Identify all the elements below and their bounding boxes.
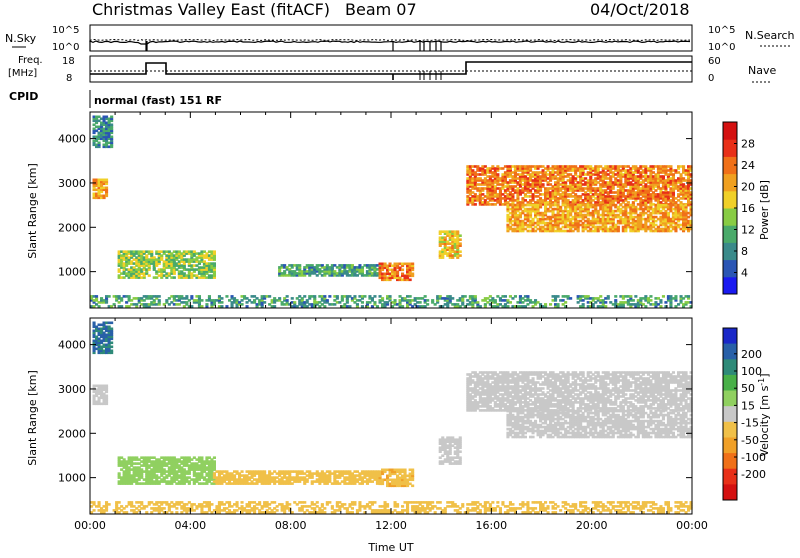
power-colorbar-swatch-3 — [723, 225, 737, 243]
power-colorbar-label: Power [dB] — [758, 180, 771, 240]
velocity-echo-region-5 — [439, 436, 462, 465]
date-label: 04/Oct/2018 — [590, 0, 690, 19]
velocity-echo-region-1 — [93, 322, 114, 355]
cpid-text: normal (fast) 151 RF — [94, 94, 222, 107]
velocity-colorbar-tick-4: -15 — [741, 417, 759, 430]
power-colorbar-swatch-8 — [723, 139, 737, 157]
power-echo-region-1 — [93, 116, 114, 149]
nave-label: Nave — [748, 64, 776, 77]
power-colorbar-swatch-1 — [723, 260, 737, 278]
velocity-colorbar-tick-5: -50 — [741, 434, 759, 447]
velocity-ytick-label-2: 3000 — [58, 383, 86, 396]
velocity-echo-region-3 — [213, 470, 382, 485]
velocity-colorbar-tick-7: -200 — [741, 468, 766, 481]
cpid-label: CPID — [9, 90, 38, 103]
noise-tick-bottom-left: 10^0 — [52, 42, 79, 53]
power-echo-region-6 — [466, 165, 692, 206]
power-ytick-label-2: 3000 — [58, 177, 86, 190]
noise-tick-top-right: 10^5 — [708, 25, 735, 36]
power-colorbar-swatch-4 — [723, 208, 737, 226]
nsky-trace — [90, 41, 690, 44]
velocity-colorbar-swatch-0 — [723, 328, 737, 344]
velocity-xtick-label-4: 16:00 — [475, 519, 507, 532]
velocity-xtick-label-2: 08:00 — [275, 519, 307, 532]
power-ytick-label-1: 2000 — [58, 221, 86, 234]
velocity-ylabel: Slant Range [km] — [26, 370, 39, 466]
power-colorbar-tick-1: 8 — [741, 245, 748, 258]
velocity-ytick-label-0: 1000 — [58, 472, 86, 485]
velocity-colorbar-swatch-8 — [723, 453, 737, 469]
velocity-colorbar-swatch-10 — [723, 484, 737, 500]
power-echo-region-5 — [439, 230, 462, 259]
power-colorbar: 4 8 12 16 20 24 28 — [723, 122, 755, 295]
power-ytick-label-3: 4000 — [58, 133, 86, 146]
velocity-echo-region-2 — [118, 456, 216, 485]
freq-tick-top: 18 — [62, 56, 75, 67]
noise-tick-top-left: 10^5 — [52, 25, 79, 36]
velocity-colorbar-swatch-2 — [723, 359, 737, 375]
velocity-colorbar-tick-2: 50 — [741, 382, 755, 395]
power-colorbar-swatch-6 — [723, 174, 737, 192]
power-echo-region-4 — [379, 263, 415, 282]
freq-label-bottom: [MHz] — [8, 68, 37, 79]
power-echo-region-2 — [118, 250, 216, 279]
freq-strip-frame — [90, 56, 692, 82]
velocity-xtick-label-1: 04:00 — [174, 519, 206, 532]
velocity-ytick-label-1: 2000 — [58, 427, 86, 440]
velocity-echo-region-7 — [506, 410, 692, 439]
velocity-colorbar-tick-0: 200 — [741, 348, 762, 361]
freq-tick-bottom: 8 — [66, 73, 72, 84]
power-echo-region-7 — [506, 204, 692, 233]
nsky-label: N.Sky — [5, 32, 37, 45]
beam-label: Beam 07 — [345, 0, 417, 19]
velocity-colorbar-swatch-4 — [723, 391, 737, 407]
power-ylabel: Slant Range [km] — [26, 163, 39, 259]
velocity-colorbar-swatch-5 — [723, 406, 737, 422]
nave-tick-bottom: 0 — [708, 73, 714, 84]
velocity-xtick-label-6: 00:00 — [676, 519, 708, 532]
velocity-echo-region-6 — [466, 371, 692, 412]
freq-label-top: Freq. — [18, 55, 43, 66]
velocity-xtick-label-5: 20:00 — [576, 519, 608, 532]
velocity-colorbar-label: Velocity [m s-1] — [757, 373, 772, 456]
velocity-echo-region-4 — [379, 469, 415, 488]
nave-tick-top: 60 — [708, 56, 721, 67]
velocity-ytick-label-3: 4000 — [58, 339, 86, 352]
power-colorbar-tick-3: 16 — [741, 202, 755, 215]
freq-gaps — [420, 71, 441, 80]
power-colorbar-swatch-0 — [723, 277, 737, 295]
x-axis-label: Time UT — [367, 541, 413, 554]
power-colorbar-tick-6: 28 — [741, 138, 755, 151]
power-colorbar-tick-4: 20 — [741, 181, 755, 194]
velocity-panel — [90, 322, 693, 514]
power-colorbar-tick-2: 12 — [741, 224, 755, 237]
power-colorbar-swatch-9 — [723, 122, 737, 140]
station-title: Christmas Valley East (fitACF) — [92, 0, 330, 19]
velocity-colorbar-swatch-9 — [723, 469, 737, 485]
velocity-echo-region-0 — [93, 385, 109, 406]
noise-tick-bottom-right: 10^0 — [708, 42, 735, 53]
power-colorbar-tick-0: 4 — [741, 267, 748, 280]
velocity-colorbar-tick-3: 15 — [741, 399, 755, 412]
power-colorbar-swatch-5 — [723, 191, 737, 209]
velocity-xtick-label-3: 12:00 — [375, 519, 407, 532]
velocity-colorbar-swatch-6 — [723, 422, 737, 438]
power-colorbar-tick-5: 24 — [741, 159, 755, 172]
nsearch-label: N.Search — [745, 29, 795, 42]
noise-strip-frame — [90, 25, 692, 51]
power-echo-region-3 — [278, 264, 382, 277]
nsearch-trace — [90, 40, 690, 41]
velocity-xtick-label-0: 00:00 — [74, 519, 106, 532]
power-echo-region-0 — [93, 179, 109, 200]
power-panel — [90, 116, 693, 308]
velocity-colorbar-swatch-1 — [723, 344, 737, 360]
power-ytick-label-0: 1000 — [58, 266, 86, 279]
